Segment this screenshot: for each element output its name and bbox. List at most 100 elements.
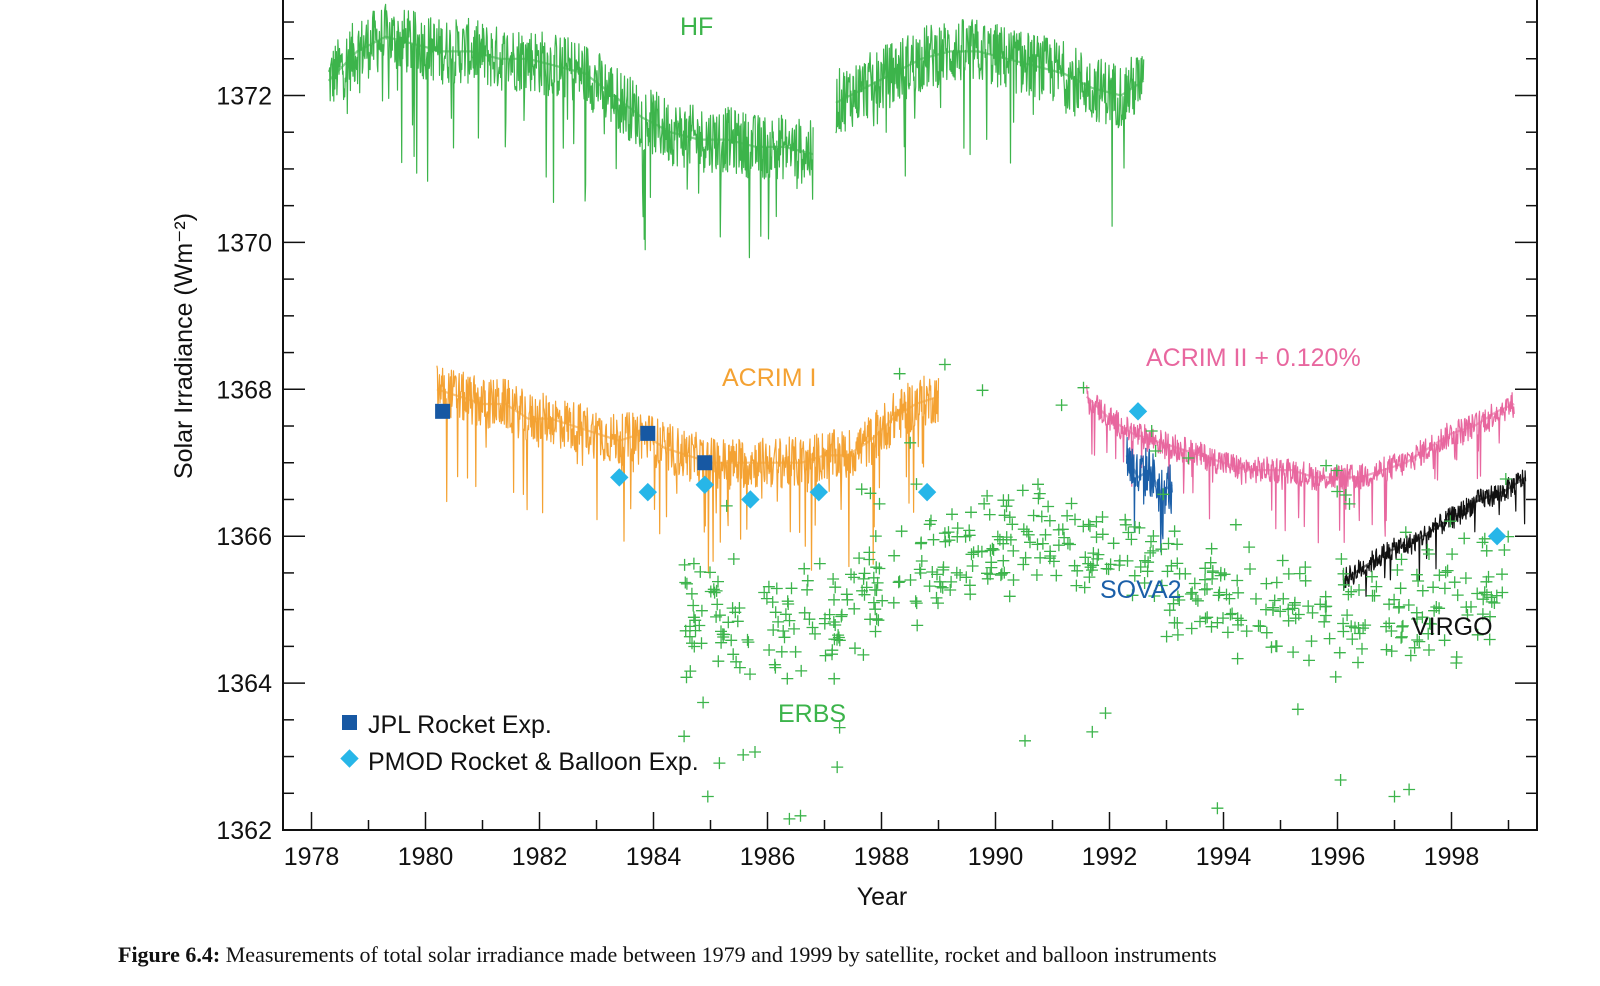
erbs-point	[1032, 492, 1045, 505]
erbs-point	[965, 548, 978, 561]
y-tick-label: 1368	[216, 376, 272, 404]
erbs-point	[1031, 538, 1044, 551]
erbs-point	[685, 587, 698, 600]
erbs-point	[1267, 604, 1279, 616]
erbs-point	[1100, 562, 1113, 575]
erbs-point	[758, 586, 771, 599]
erbs-point	[795, 664, 808, 677]
erbs-point	[1078, 581, 1091, 594]
erbs-point	[1077, 381, 1090, 394]
erbs-point	[1211, 616, 1224, 629]
series-line-sova2	[1126, 436, 1173, 553]
erbs-point	[1068, 559, 1081, 572]
erbs-point	[835, 608, 848, 621]
erbs-point	[749, 746, 761, 758]
y-tick-label: 1364	[216, 670, 272, 698]
x-tick-label: 1996	[1310, 843, 1366, 871]
legend-marker-pmod	[340, 749, 359, 768]
erbs-point	[737, 748, 750, 761]
erbs-point	[976, 384, 989, 397]
erbs-point	[715, 636, 728, 649]
series-trend-hf	[835, 50, 1145, 104]
erbs-point	[1145, 535, 1157, 548]
erbs-point	[828, 593, 840, 606]
erbs-point	[1017, 558, 1030, 571]
legend-label-pmod: PMOD Rocket & Balloon Exp.	[368, 748, 699, 776]
jpl-point	[435, 403, 451, 419]
pmod-point	[638, 482, 657, 502]
erbs-point	[701, 790, 714, 803]
erbs-point	[1337, 567, 1350, 580]
erbs-point	[1250, 592, 1262, 605]
erbs-point	[946, 508, 958, 521]
erbs-point	[915, 555, 928, 567]
erbs-point	[981, 572, 994, 585]
erbs-point	[687, 599, 700, 612]
erbs-point	[828, 672, 841, 685]
erbs-point	[1356, 642, 1368, 655]
erbs-point	[923, 518, 936, 531]
erbs-point	[1003, 511, 1016, 524]
series-trend-sova2	[1125, 454, 1173, 494]
y-tick-label: 1372	[216, 82, 272, 110]
erbs-point	[1224, 608, 1237, 621]
erbs-point	[1126, 589, 1139, 602]
erbs-point	[722, 616, 735, 629]
erbs-point	[1199, 612, 1212, 625]
erbs-point	[687, 611, 700, 624]
erbs-point	[1201, 582, 1213, 595]
erbs-point	[697, 696, 710, 709]
erbs-point	[931, 568, 943, 581]
erbs-point	[742, 636, 755, 649]
erbs-point	[853, 552, 866, 565]
erbs-point	[1305, 635, 1318, 648]
data-layer	[327, 3, 1527, 825]
erbs-point	[975, 545, 988, 558]
erbs-point	[1213, 586, 1226, 599]
erbs-point	[1496, 568, 1508, 581]
erbs-point	[966, 560, 979, 572]
series-label-acrim-i: ACRIM I	[722, 364, 816, 392]
erbs-point	[1404, 649, 1417, 662]
erbs-point	[1032, 478, 1044, 491]
erbs-point	[829, 619, 842, 631]
erbs-point	[715, 625, 727, 638]
erbs-point	[1276, 554, 1289, 567]
y-tick-label: 1362	[216, 817, 272, 845]
erbs-point	[998, 509, 1011, 522]
erbs-point	[1019, 551, 1032, 564]
erbs-point	[1254, 620, 1267, 633]
erbs-point	[1099, 707, 1112, 720]
erbs-point	[1341, 609, 1354, 622]
erbs-point	[1157, 488, 1170, 501]
erbs-point	[995, 567, 1008, 580]
erbs-point	[1119, 518, 1132, 531]
erbs-point	[1459, 572, 1472, 585]
erbs-point	[1337, 625, 1350, 638]
erbs-point	[1388, 593, 1401, 606]
erbs-point	[1480, 544, 1493, 557]
erbs-point	[1083, 571, 1096, 584]
erbs-point	[788, 622, 800, 635]
erbs-point	[833, 634, 846, 647]
erbs-point	[1171, 590, 1184, 603]
series-label-acrim-ii: ACRIM II + 0.120%	[1146, 344, 1361, 372]
erbs-point	[712, 655, 725, 668]
erbs-point	[1450, 651, 1463, 663]
erbs-point	[1320, 600, 1333, 613]
erbs-point	[767, 624, 780, 636]
erbs-point	[869, 530, 882, 543]
erbs-point	[858, 567, 871, 580]
erbs-point	[1488, 597, 1501, 609]
erbs-point	[1201, 611, 1214, 624]
erbs-point	[870, 561, 883, 574]
erbs-point	[1448, 576, 1461, 589]
erbs-point	[1096, 528, 1109, 541]
erbs-point	[1199, 573, 1211, 586]
erbs-point	[693, 619, 706, 632]
erbs-point	[1402, 599, 1415, 611]
erbs-point	[1113, 554, 1126, 567]
pmod-point	[917, 482, 937, 502]
x-tick-label: 1978	[284, 843, 340, 871]
erbs-point	[869, 625, 882, 638]
